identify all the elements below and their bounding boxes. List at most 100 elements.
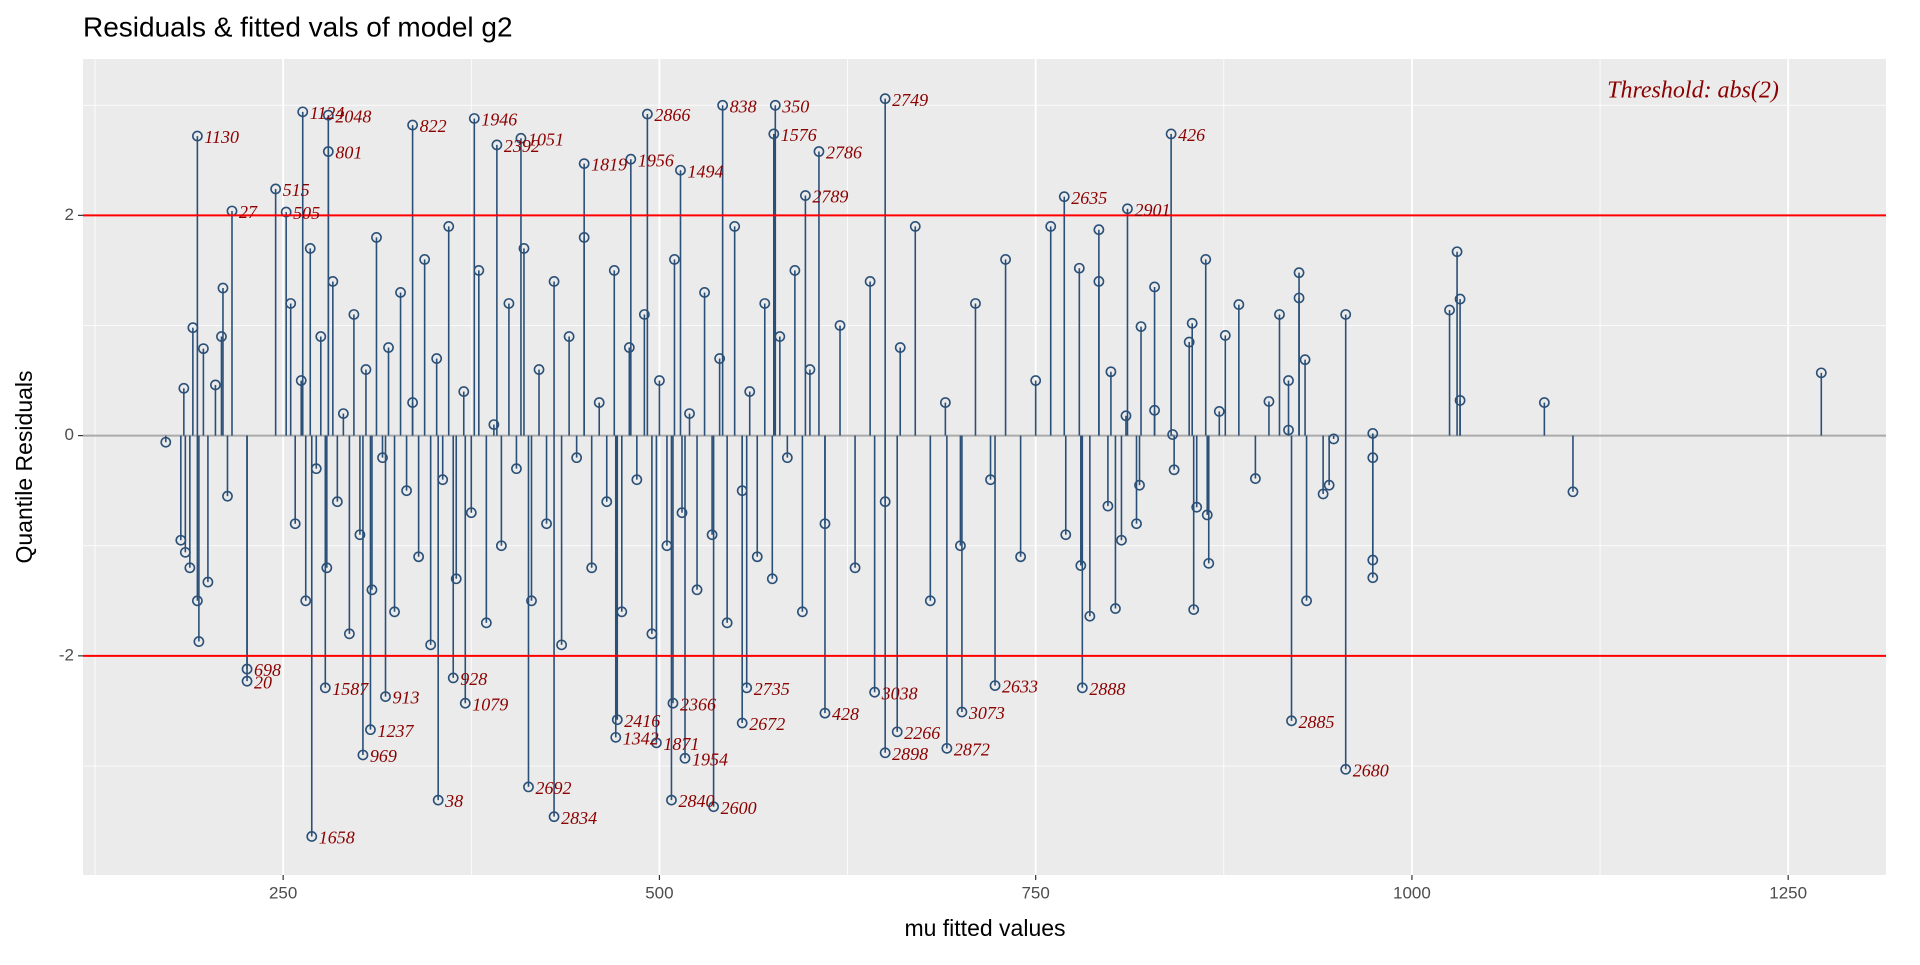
point-label: 38 [444, 791, 463, 811]
point [1122, 203, 1133, 215]
point [447, 672, 459, 684]
marks [83, 93, 1886, 842]
point [178, 382, 190, 394]
point [1116, 534, 1127, 546]
point [518, 243, 530, 254]
point [331, 496, 343, 508]
point [480, 617, 492, 629]
point [631, 474, 643, 486]
point [970, 298, 981, 309]
point [1134, 479, 1145, 491]
point [578, 231, 590, 243]
point [684, 408, 695, 419]
point [495, 540, 507, 552]
point [1317, 488, 1329, 500]
point-label: 2786 [826, 143, 862, 163]
point [989, 680, 1001, 691]
point [1093, 224, 1105, 236]
point-label: 2898 [892, 744, 928, 764]
point [437, 474, 449, 486]
point [488, 419, 500, 431]
point [1084, 610, 1096, 622]
point [431, 353, 443, 364]
point [667, 697, 679, 709]
point [321, 562, 333, 574]
point-label: 2735 [754, 679, 790, 699]
point-label: 2834 [561, 808, 597, 828]
point-label: 2749 [892, 90, 928, 110]
point [601, 496, 613, 508]
point-label: 838 [730, 96, 757, 116]
point [533, 364, 545, 375]
point [548, 811, 560, 823]
x-axis-title: mu fitted values [904, 915, 1065, 941]
point [541, 518, 552, 530]
point [834, 320, 846, 331]
point [676, 507, 688, 519]
point-label: 2885 [1299, 712, 1335, 732]
point [548, 276, 560, 287]
point-label: 1658 [319, 828, 355, 848]
point [800, 190, 811, 201]
point [191, 130, 203, 142]
point [184, 562, 196, 574]
point [300, 595, 312, 607]
point [586, 562, 598, 574]
point [1105, 366, 1117, 378]
point [849, 562, 861, 574]
point [1340, 763, 1352, 775]
point-label: 428 [832, 704, 859, 724]
point [1060, 529, 1072, 541]
point [304, 243, 316, 254]
point-label: 928 [460, 669, 487, 689]
point [623, 342, 635, 353]
point [924, 595, 936, 607]
point-label: 3073 [968, 703, 1005, 723]
point [1149, 404, 1160, 416]
point [1454, 293, 1466, 305]
point [1075, 560, 1087, 571]
point [638, 309, 650, 320]
point-label: 913 [393, 688, 420, 708]
point [380, 691, 391, 703]
point [766, 573, 778, 585]
point-label: 2266 [904, 723, 940, 743]
point [646, 628, 658, 640]
point [1030, 375, 1042, 386]
point [751, 551, 763, 563]
point-label: 1576 [781, 125, 817, 145]
point [1015, 551, 1027, 563]
point-label: 1130 [204, 127, 239, 147]
point [511, 463, 522, 475]
point [425, 639, 437, 651]
point-label: 822 [420, 116, 447, 136]
point [1073, 262, 1085, 274]
point-label: 350 [781, 96, 809, 116]
point-label: 1871 [663, 734, 699, 754]
point-label: 505 [293, 203, 320, 223]
point [343, 628, 355, 640]
point [210, 379, 221, 391]
point [216, 331, 227, 342]
point [563, 331, 575, 342]
point [1213, 405, 1225, 417]
x-tick-label: 750 [1021, 883, 1049, 902]
point [736, 485, 748, 497]
point [759, 298, 771, 309]
point-label: 1079 [472, 694, 508, 714]
point [222, 490, 233, 502]
point [699, 287, 710, 298]
point [1293, 292, 1305, 304]
point [432, 794, 444, 806]
point [1135, 321, 1147, 332]
point [819, 707, 831, 719]
point [1167, 429, 1179, 440]
point [1203, 557, 1215, 569]
point [319, 682, 331, 694]
point [804, 364, 816, 375]
point [736, 717, 748, 729]
point [1567, 486, 1579, 498]
point [744, 386, 756, 397]
point [523, 781, 534, 793]
point [383, 342, 394, 353]
